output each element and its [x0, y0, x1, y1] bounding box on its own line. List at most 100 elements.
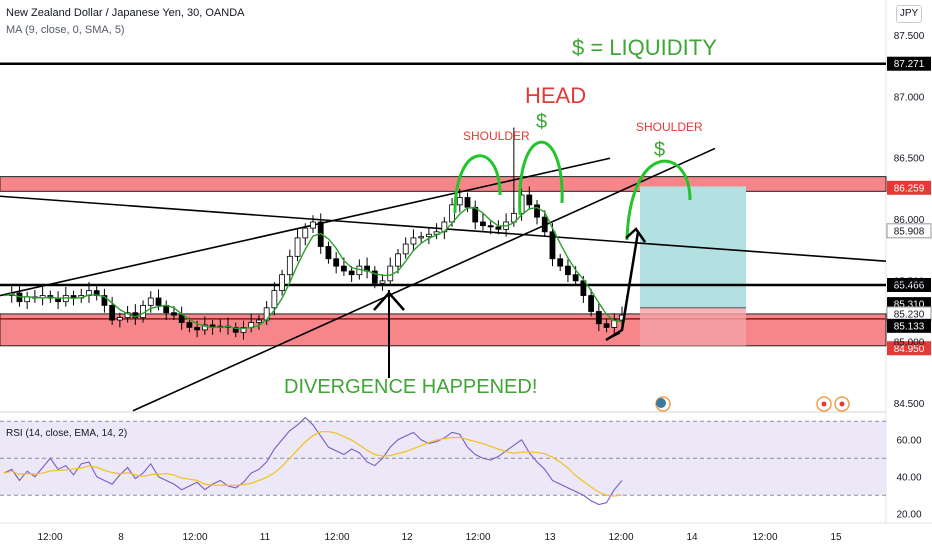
- x-tick-label: 14: [686, 532, 698, 543]
- candle-body: [603, 323, 610, 328]
- x-tick-label: 15: [830, 532, 842, 543]
- candle-body: [402, 243, 409, 255]
- candle-body: [155, 297, 162, 306]
- candle-body: [271, 290, 278, 309]
- candle-body: [286, 255, 293, 276]
- head-arc: [518, 140, 564, 216]
- price-tag[interactable]: [887, 341, 931, 356]
- stop-box[interactable]: [640, 307, 746, 346]
- left-shoulder-arc: [453, 154, 502, 214]
- candle-body: [425, 233, 432, 238]
- x-tick-label: 12:00: [37, 532, 62, 543]
- zone-resistance: [0, 176, 887, 192]
- candle-body: [147, 297, 154, 306]
- shoulder-right-annotation: SHOULDER: [636, 120, 703, 134]
- dollar-sign: $: [536, 111, 547, 133]
- price-tag-label: 85.230: [894, 309, 925, 320]
- candle-body: [480, 221, 486, 227]
- candle-body: [279, 274, 286, 292]
- rsi-tick-label: 40.00: [896, 472, 921, 483]
- candle-body: [256, 319, 262, 323]
- y-tick-label: 85.000: [894, 338, 925, 349]
- candle-body: [549, 231, 556, 260]
- price-tag[interactable]: [887, 318, 931, 333]
- candle-body: [325, 246, 332, 260]
- rsi-line[interactable]: [3, 416, 623, 506]
- candle-body: [487, 225, 494, 228]
- price-tag-label: 85.908: [894, 226, 925, 237]
- rsi-ma-line[interactable]: [3, 430, 623, 497]
- y-tick-label: 84.500: [894, 399, 925, 410]
- candle-body: [595, 311, 602, 325]
- candle-body: [186, 322, 193, 328]
- dollar-sign: $: [654, 139, 665, 161]
- event-icon-inner: [656, 398, 666, 408]
- divergence-annotation: DIVERGENCE HAPPENED!: [284, 376, 537, 398]
- price-tag[interactable]: [887, 277, 931, 292]
- candle-body: [588, 295, 594, 312]
- lower-trendline[interactable]: [132, 147, 716, 412]
- projection-arrow-head: [625, 227, 647, 243]
- indicator-legend[interactable]: MA (9, close, 0, SMA, 5): [6, 24, 125, 36]
- divergence-arrow-head: [373, 291, 405, 311]
- candle-body: [116, 317, 123, 321]
- candle-body: [541, 216, 548, 233]
- candle-body: [410, 237, 417, 245]
- candle-body: [171, 312, 177, 316]
- candle-body: [580, 280, 587, 296]
- x-tick-label: 12:00: [182, 532, 207, 543]
- y-tick-label: 86.500: [894, 154, 925, 165]
- price-tag-label: 85.133: [894, 321, 925, 332]
- price-tag[interactable]: [887, 180, 931, 195]
- price-tag-label: 85.466: [894, 280, 925, 291]
- price-axis[interactable]: [886, 0, 932, 550]
- y-tick-label: 87.500: [894, 31, 925, 42]
- candle-body: [294, 237, 301, 257]
- candle-body: [109, 304, 116, 321]
- event-icon-inner: [821, 401, 827, 407]
- rsi-tick-label: 20.00: [896, 509, 921, 520]
- candle-body: [178, 314, 185, 323]
- candle-body: [310, 221, 316, 229]
- symbol-title: New Zealand Dollar / Japanese Yen, 30, O…: [6, 7, 245, 19]
- candle-body: [302, 227, 309, 239]
- x-tick-label: 12:00: [324, 532, 349, 543]
- x-tick-label: 12: [401, 532, 413, 543]
- rsi-tick-label: 60.00: [896, 435, 921, 446]
- candle-body: [418, 236, 425, 239]
- y-tick-label: 87.000: [894, 92, 925, 103]
- candle-body: [348, 270, 355, 276]
- candle-body: [240, 327, 247, 333]
- liquidity-annotation: $ = LIQUIDITY: [572, 35, 717, 60]
- candle-body: [194, 327, 201, 331]
- candle-body: [333, 258, 340, 267]
- moving-average-line[interactable]: [3, 206, 623, 330]
- candle-body: [534, 204, 540, 218]
- price-tag-label: 87.271: [894, 59, 925, 70]
- y-tick-label: 86.000: [894, 215, 925, 226]
- price-tag[interactable]: [886, 223, 932, 239]
- shoulder-left-annotation: SHOULDER: [463, 129, 530, 143]
- currency-button[interactable]: JPY: [896, 5, 922, 23]
- x-tick-label: 12:00: [465, 532, 490, 543]
- candle-body: [557, 258, 564, 267]
- candle-body: [464, 197, 471, 208]
- event-icon-inner: [839, 401, 845, 407]
- candle-body: [572, 274, 579, 282]
- x-tick-label: 11: [260, 532, 271, 543]
- x-tick-label: 13: [544, 532, 556, 543]
- candle-body: [62, 295, 69, 303]
- y-tick-label: 85.500: [894, 276, 925, 287]
- candle-body: [526, 194, 533, 206]
- head-annotation: HEAD: [525, 83, 586, 108]
- candle-body: [371, 270, 378, 284]
- candle-body: [379, 280, 386, 284]
- price-tag-label: 84.950: [894, 344, 925, 355]
- price-tag[interactable]: [887, 56, 931, 71]
- right-shoulder-arc: [625, 159, 692, 241]
- rsi-legend[interactable]: RSI (14, close, EMA, 14, 2): [6, 428, 127, 439]
- x-tick-label: 12:00: [752, 532, 777, 543]
- candle-body: [433, 231, 440, 235]
